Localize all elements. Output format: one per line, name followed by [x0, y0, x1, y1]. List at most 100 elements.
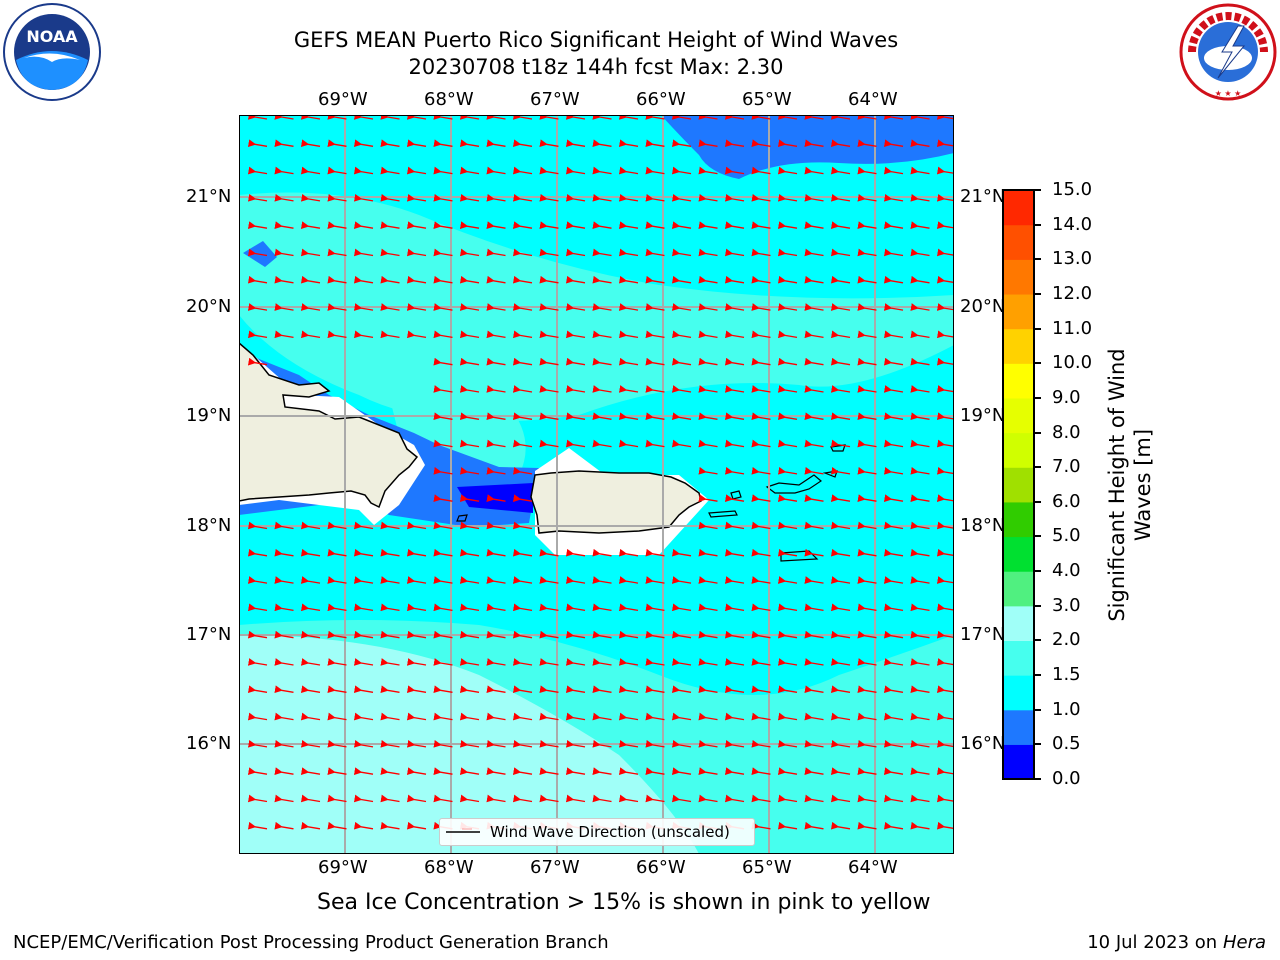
wind-wave-arrow	[645, 193, 665, 202]
wind-wave-arrow	[830, 115, 851, 120]
wind-wave-arrows	[247, 115, 954, 830]
lon-tick-label: 64°W	[848, 857, 898, 878]
colorbar-tick-mark	[1035, 258, 1041, 261]
wind-wave-arrow	[459, 712, 480, 721]
wind-wave-arrow	[274, 794, 294, 803]
wind-wave-arrow	[618, 357, 639, 366]
wind-wave-arrow	[459, 548, 480, 557]
colorbar-tick-label: 13.0	[1052, 248, 1093, 270]
colorbar-tick-mark	[1035, 674, 1041, 677]
wind-wave-arrow	[724, 221, 745, 229]
colorbar-segment	[1003, 571, 1034, 607]
wind-wave-arrow	[910, 330, 930, 339]
wind-wave-arrow	[433, 603, 453, 612]
wind-wave-arrow	[459, 248, 480, 257]
wind-wave-arrow	[910, 658, 930, 666]
colorbar-segment	[1003, 744, 1034, 780]
wind-wave-arrow	[618, 603, 639, 612]
wind-wave-arrow	[883, 548, 904, 557]
wind-wave-arrow	[592, 685, 612, 694]
wind-wave-arrow	[565, 658, 586, 666]
wind-wave-arrow	[539, 576, 559, 584]
wind-wave-arrow	[327, 248, 347, 257]
colorbar-tick-mark	[1035, 396, 1041, 399]
wind-wave-arrow	[486, 548, 506, 557]
wind-wave-arrow	[539, 248, 559, 257]
wind-wave-arrow	[274, 275, 294, 284]
wind-wave-arrow	[565, 630, 586, 639]
wind-wave-arrow	[592, 166, 612, 175]
colorbar-segment	[1003, 640, 1034, 676]
wind-wave-arrow	[300, 303, 321, 311]
wind-wave-arrow	[777, 739, 798, 748]
wind-wave-arrow	[777, 385, 798, 393]
wind-wave-arrow	[565, 115, 586, 120]
lon-tick-label: 66°W	[636, 89, 686, 110]
wind-wave-arrow	[353, 685, 374, 694]
wind-wave-arrow	[698, 576, 718, 584]
wind-wave-arrow	[380, 630, 400, 639]
wind-wave-arrow	[353, 576, 374, 584]
wind-wave-arrow	[883, 767, 904, 775]
wind-wave-arrow	[645, 739, 665, 748]
wind-wave-arrow	[247, 658, 268, 666]
wind-wave-arrow	[724, 630, 745, 639]
wind-wave-arrow	[618, 303, 639, 311]
wind-wave-arrow	[804, 685, 824, 694]
wind-wave-arrow	[327, 821, 347, 830]
legend-line-icon	[446, 828, 480, 833]
wind-wave-arrow	[910, 685, 930, 694]
wind-wave-arrow	[698, 603, 718, 612]
wind-wave-arrow	[777, 166, 798, 175]
wind-wave-arrow	[512, 357, 533, 366]
wind-wave-arrow	[804, 439, 824, 448]
wind-wave-arrow	[539, 739, 559, 748]
wind-wave-arrow	[486, 439, 506, 448]
wind-wave-arrow	[910, 303, 930, 311]
wind-wave-arrow	[406, 275, 427, 284]
colorbar-tick-mark	[1035, 431, 1041, 434]
wind-wave-arrow	[327, 193, 347, 202]
wind-wave-arrow	[671, 221, 692, 229]
wind-wave-arrow	[247, 248, 268, 257]
wind-wave-arrow	[830, 330, 851, 339]
wind-wave-arrow	[512, 603, 533, 612]
wind-wave-arrow	[539, 357, 559, 366]
wind-wave-arrow	[830, 248, 851, 257]
wind-wave-arrow	[353, 275, 374, 284]
wind-wave-arrow	[433, 521, 453, 530]
wind-wave-arrow	[804, 821, 824, 830]
wind-wave-arrow	[406, 767, 427, 775]
wind-wave-arrow	[486, 412, 506, 421]
mona-island	[456, 514, 468, 522]
wind-wave-arrow	[804, 494, 824, 502]
wind-wave-arrow	[883, 330, 904, 339]
wind-wave-arrow	[698, 330, 718, 339]
wind-wave-arrow	[804, 385, 824, 393]
wind-wave-arrow	[512, 739, 533, 748]
wind-wave-arrow	[300, 658, 321, 666]
wind-wave-arrow	[353, 603, 374, 612]
wind-wave-arrow	[936, 576, 954, 584]
wind-wave-arrow	[459, 521, 480, 530]
wind-wave-arrow	[618, 794, 639, 803]
lat-tick-label: 19°N	[186, 405, 232, 426]
wind-wave-arrow	[724, 548, 745, 557]
wind-wave-arrow	[698, 767, 718, 775]
wind-wave-arrow	[751, 330, 771, 339]
wind-wave-arrow	[459, 115, 480, 120]
colorbar-segment	[1003, 675, 1034, 711]
wind-wave-arrow	[804, 466, 824, 475]
wind-wave-arrow	[247, 193, 268, 202]
wind-wave-arrow	[274, 193, 294, 202]
wind-wave-arrow	[830, 303, 851, 311]
wind-wave-arrow	[777, 466, 798, 475]
wind-wave-arrow	[433, 385, 453, 393]
wind-wave-arrow	[433, 357, 453, 366]
wind-wave-arrow	[910, 521, 930, 530]
wind-wave-arrow	[618, 115, 639, 120]
wind-wave-arrow	[486, 166, 506, 175]
wind-wave-arrow	[883, 412, 904, 421]
wind-wave-arrow	[247, 576, 268, 584]
lon-tick-label: 68°W	[424, 89, 474, 110]
